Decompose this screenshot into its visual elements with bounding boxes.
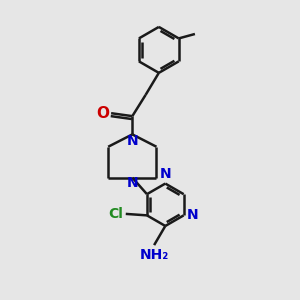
Text: N: N xyxy=(187,208,199,222)
Text: Cl: Cl xyxy=(109,207,123,221)
Text: N: N xyxy=(160,167,172,181)
Text: N: N xyxy=(127,134,138,148)
Text: N: N xyxy=(127,176,138,190)
Text: O: O xyxy=(96,106,109,121)
Text: NH₂: NH₂ xyxy=(140,248,169,262)
